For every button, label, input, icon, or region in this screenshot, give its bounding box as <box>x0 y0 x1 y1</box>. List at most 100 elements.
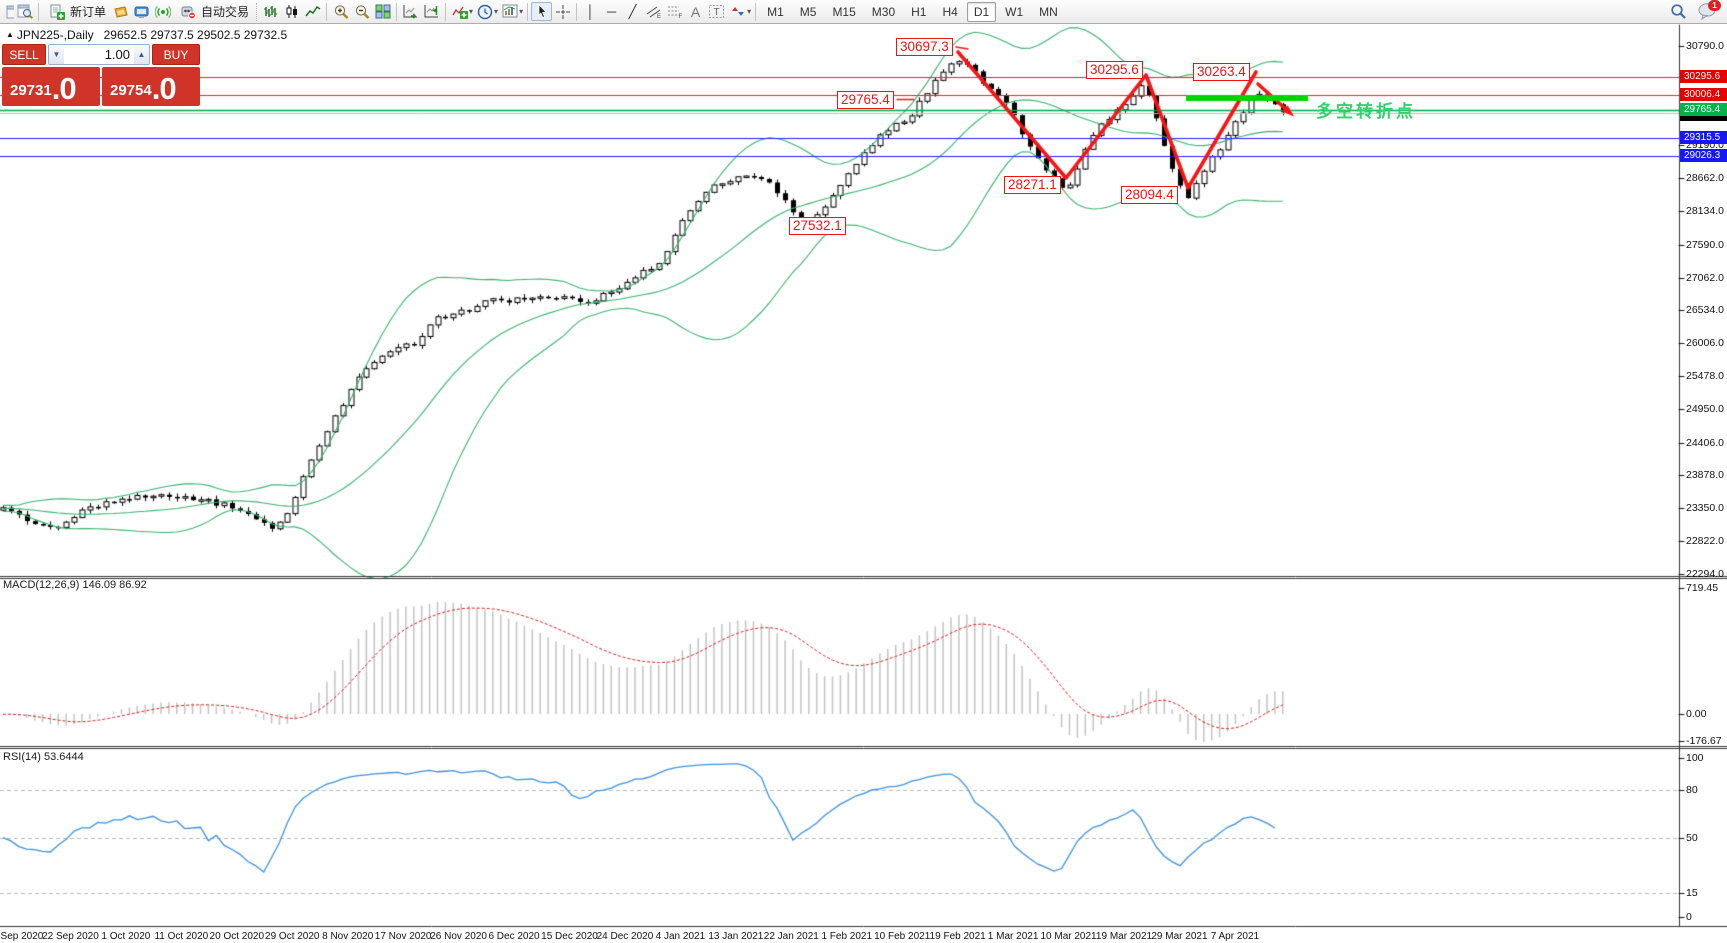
toolbar: 新订单 自动交易 ▾ ▾ <box>0 0 1727 24</box>
price-annotation-label[interactable]: 30697.3 <box>896 38 953 56</box>
volume-field[interactable]: 1.00 <box>104 47 130 62</box>
sell-button[interactable]: SELL <box>2 44 46 65</box>
chart-symbol-title: JPN225-,Daily <box>16 28 94 42</box>
auto-scroll-icon[interactable] <box>400 2 421 21</box>
vertical-line-tool-icon[interactable]: │ <box>586 4 595 19</box>
horizontal-line-tool-icon[interactable]: ─ <box>606 4 617 19</box>
date-tick: 20 Oct 2020 <box>209 931 265 942</box>
timeframe-button-h1[interactable]: H1 <box>911 4 927 19</box>
zoom-out-icon[interactable] <box>351 2 372 21</box>
arrows-tool-icon[interactable] <box>727 2 748 21</box>
timeframe-button-m15[interactable]: M15 <box>832 4 856 19</box>
new-order-label: 新订单 <box>70 5 107 19</box>
sell-price-panel[interactable]: 29731 .0 <box>2 67 100 106</box>
rsi-axis-tick: 0 <box>1686 911 1692 923</box>
date-tick: 19 Mar 2021 <box>1095 931 1153 942</box>
text-tool-icon[interactable]: A <box>690 3 701 20</box>
date-tick: 13 Sep 2020 <box>0 931 44 942</box>
price-badge: 29315.5 <box>1680 131 1727 145</box>
search-icon[interactable] <box>1668 2 1689 21</box>
window-icon[interactable] <box>2 2 14 21</box>
line-chart-icon[interactable] <box>302 2 323 21</box>
sell-price-main: 29731 <box>10 82 52 99</box>
broadcast-icon[interactable] <box>152 2 173 21</box>
rsi-axis-tick: 80 <box>1686 783 1698 796</box>
periods-dropdown-caret[interactable]: ▾ <box>494 7 499 16</box>
buy-price-panel[interactable]: 29754 .0 <box>102 67 200 106</box>
price-annotation-label[interactable]: 29765.4 <box>837 91 894 109</box>
svg-text:E: E <box>657 14 661 19</box>
new-order-button[interactable]: 新订单 <box>42 1 110 22</box>
one-click-trading-panel: SELL ▼ 1.00 ▲ BUY 29731 .0 29754 .0 <box>2 44 200 106</box>
volume-decrease-button[interactable]: ▼ <box>49 45 64 64</box>
price-annotation-label[interactable]: 30263.4 <box>1193 63 1250 81</box>
svg-text:T: T <box>714 7 720 18</box>
toolbar-separator <box>445 2 447 21</box>
toolbar-separator <box>755 2 757 21</box>
date-tick: 29 Oct 2020 <box>265 931 320 942</box>
terminal-icon[interactable] <box>131 2 152 21</box>
price-tick: 27590.0 <box>1686 238 1724 251</box>
arrows-dropdown-caret[interactable]: ▾ <box>747 7 752 16</box>
templates-dropdown-caret[interactable]: ▾ <box>519 7 524 16</box>
trendline-tool-icon[interactable]: ╱ <box>628 3 637 19</box>
timeframe-button-d1[interactable]: D1 <box>966 1 997 22</box>
price-tick: 24406.0 <box>1686 436 1724 449</box>
templates-icon[interactable] <box>499 2 520 21</box>
date-tick: 1 Oct 2020 <box>101 931 151 942</box>
price-tick: 22294.0 <box>1686 567 1724 580</box>
timeframe-button-h4[interactable]: H4 <box>942 4 958 19</box>
price-annotation-label[interactable]: 30295.6 <box>1086 61 1143 79</box>
turning-point-note[interactable]: 多空转折点 <box>1316 102 1416 121</box>
metaeditor-icon[interactable] <box>110 2 131 21</box>
indicators-dropdown-caret[interactable]: ▾ <box>469 7 474 16</box>
text-label-tool-icon[interactable]: T <box>706 2 727 21</box>
indicators-icon[interactable] <box>449 2 470 21</box>
toolbar-separator <box>527 2 529 21</box>
price-annotation-label[interactable]: 28271.1 <box>1004 176 1061 194</box>
rsi-label: RSI(14) 53.6444 <box>3 751 84 763</box>
timeframe-button-w1[interactable]: W1 <box>1005 4 1024 19</box>
volume-increase-button[interactable]: ▲ <box>134 45 149 64</box>
zoom-in-icon[interactable] <box>330 2 351 21</box>
notifications-button[interactable]: 1 <box>1697 0 1721 22</box>
candlestick-chart-icon[interactable] <box>281 2 302 21</box>
date-tick: 6 Dec 2020 <box>488 931 540 942</box>
price-annotation-label[interactable]: 27532.1 <box>789 217 846 235</box>
chart-title-line: ▲ JPN225-,Daily 29652.5 29737.5 29502.5 29… <box>6 28 287 42</box>
svg-text:F: F <box>679 14 683 19</box>
toolbar-separator <box>576 2 578 21</box>
timeframe-button-m1[interactable]: M1 <box>767 4 784 19</box>
macd-values: 146.09 86.92 <box>82 579 147 591</box>
tile-windows-icon[interactable] <box>372 2 393 21</box>
date-tick: 1 Feb 2021 <box>821 931 873 942</box>
fibonacci-tool-icon[interactable]: F <box>664 2 685 21</box>
buy-button[interactable]: BUY <box>152 44 200 65</box>
autotrading-button[interactable]: 自动交易 <box>173 1 253 22</box>
sell-price-frac: .0 <box>51 71 77 106</box>
price-tick: 22822.0 <box>1686 534 1724 547</box>
bar-chart-icon[interactable] <box>260 2 281 21</box>
timeframe-button-m5[interactable]: M5 <box>799 4 817 19</box>
date-tick: 19 Feb 2021 <box>929 931 986 942</box>
crosshair-tool-icon[interactable] <box>552 2 573 21</box>
timeframe-button-m30[interactable]: M30 <box>871 4 896 19</box>
notification-badge: 1 <box>1708 0 1721 11</box>
date-tick: 11 Oct 2020 <box>154 931 209 942</box>
cursor-tool-icon[interactable] <box>531 2 553 21</box>
price-badge: 30295.6 <box>1680 70 1727 84</box>
date-tick: 4 Jan 2021 <box>655 931 706 942</box>
periods-icon[interactable] <box>474 2 495 21</box>
toolbar-separator <box>326 2 328 21</box>
price-tick: 30790.0 <box>1686 40 1724 52</box>
channel-tool-icon[interactable]: E <box>643 2 664 21</box>
date-tick: 26 Nov 2020 <box>430 931 487 942</box>
macd-axis-tick: -176.67 <box>1686 735 1722 747</box>
chart-shift-icon[interactable] <box>421 2 442 21</box>
price-annotation-label[interactable]: 28094.4 <box>1121 186 1178 204</box>
timeframe-button-mn[interactable]: MN <box>1039 4 1058 19</box>
date-tick: 10 Feb 2021 <box>874 931 931 942</box>
preview-icon[interactable] <box>14 2 35 21</box>
volume-stepper: ▼ 1.00 ▲ <box>48 44 150 65</box>
